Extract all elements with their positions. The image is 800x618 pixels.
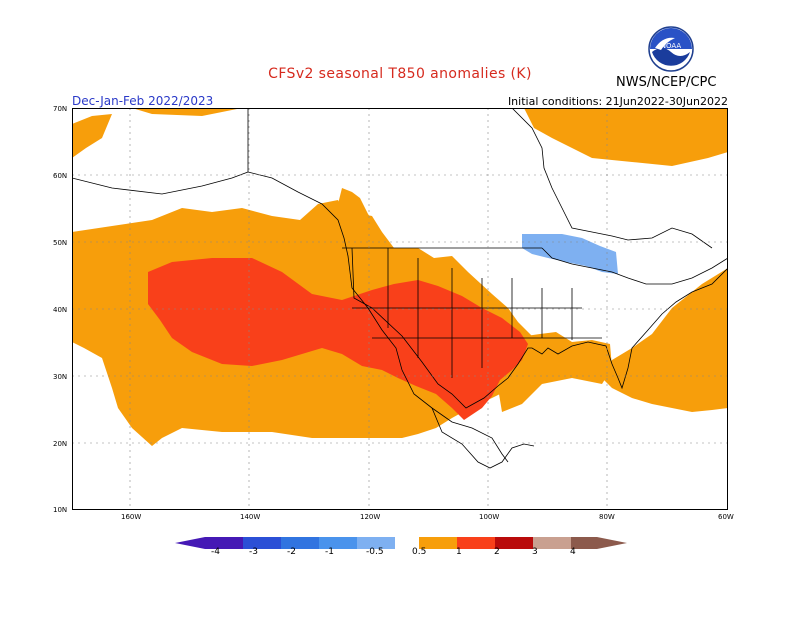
warm-anomaly-high bbox=[148, 258, 528, 420]
colorbar-bin-9 bbox=[495, 537, 533, 549]
noaa-logo-text: NOAA bbox=[661, 42, 682, 50]
colorbar bbox=[175, 534, 627, 553]
lon-label-80w: 80W bbox=[599, 513, 615, 521]
colorbar-bin-5 bbox=[357, 537, 395, 549]
lon-label-100w: 100W bbox=[479, 513, 500, 521]
colorbar-label-3: 3 bbox=[532, 547, 538, 557]
colorbar-bin-1 bbox=[205, 537, 243, 549]
colorbar-label-m3: -3 bbox=[249, 547, 258, 557]
colorbar-bin-11 bbox=[571, 537, 597, 549]
colorbar-label-m4: -4 bbox=[211, 547, 220, 557]
colorbar-bin-7 bbox=[419, 537, 457, 549]
coastlines bbox=[71, 107, 729, 469]
colorbar-label-m1: -1 bbox=[325, 547, 334, 557]
map-title: CFSv2 seasonal T850 anomalies (K) bbox=[268, 66, 532, 82]
colorbar-bin-6 bbox=[395, 537, 419, 549]
colorbar-label-05: 0.5 bbox=[412, 547, 427, 557]
colorbar-bin-8 bbox=[457, 537, 495, 549]
lon-label-160w: 160W bbox=[121, 513, 142, 521]
noaa-logo: NOAA bbox=[648, 26, 694, 76]
initial-conditions-label: Initial conditions: 21Jun2022-30Jun2022 bbox=[507, 95, 728, 108]
colorbar-bin-3 bbox=[281, 537, 319, 549]
lon-label-60w: 60W bbox=[718, 513, 734, 521]
colorbar-arrow-left bbox=[175, 537, 205, 549]
colorbar-label-m2: -2 bbox=[287, 547, 296, 557]
colorbar-bin-4 bbox=[319, 537, 357, 549]
colorbar-label-m05: -0.5 bbox=[366, 547, 384, 557]
colorbar-label-2: 2 bbox=[494, 547, 500, 557]
anomaly-map bbox=[71, 107, 729, 514]
cold-anomaly bbox=[522, 234, 618, 274]
agency-label: NWS/NCEP/CPC bbox=[616, 75, 717, 90]
colorbar-bin-2 bbox=[243, 537, 281, 549]
lat-label-50n: 50N bbox=[53, 239, 68, 247]
lat-label-30n: 30N bbox=[53, 373, 68, 381]
colorbar-label-1: 1 bbox=[456, 547, 462, 557]
lat-lon-grid bbox=[72, 108, 728, 510]
lon-label-140w: 140W bbox=[240, 513, 261, 521]
season-label: Dec-Jan-Feb 2022/2023 bbox=[72, 94, 214, 108]
lat-label-40n: 40N bbox=[53, 306, 68, 314]
lon-label-120w: 120W bbox=[360, 513, 381, 521]
colorbar-bin-10 bbox=[533, 537, 571, 549]
lat-label-10n: 10N bbox=[53, 506, 68, 514]
lat-label-70n: 70N bbox=[53, 105, 68, 113]
lat-label-20n: 20N bbox=[53, 440, 68, 448]
lat-label-60n: 60N bbox=[53, 172, 68, 180]
colorbar-arrow-right bbox=[597, 537, 627, 549]
colorbar-label-4: 4 bbox=[570, 547, 576, 557]
